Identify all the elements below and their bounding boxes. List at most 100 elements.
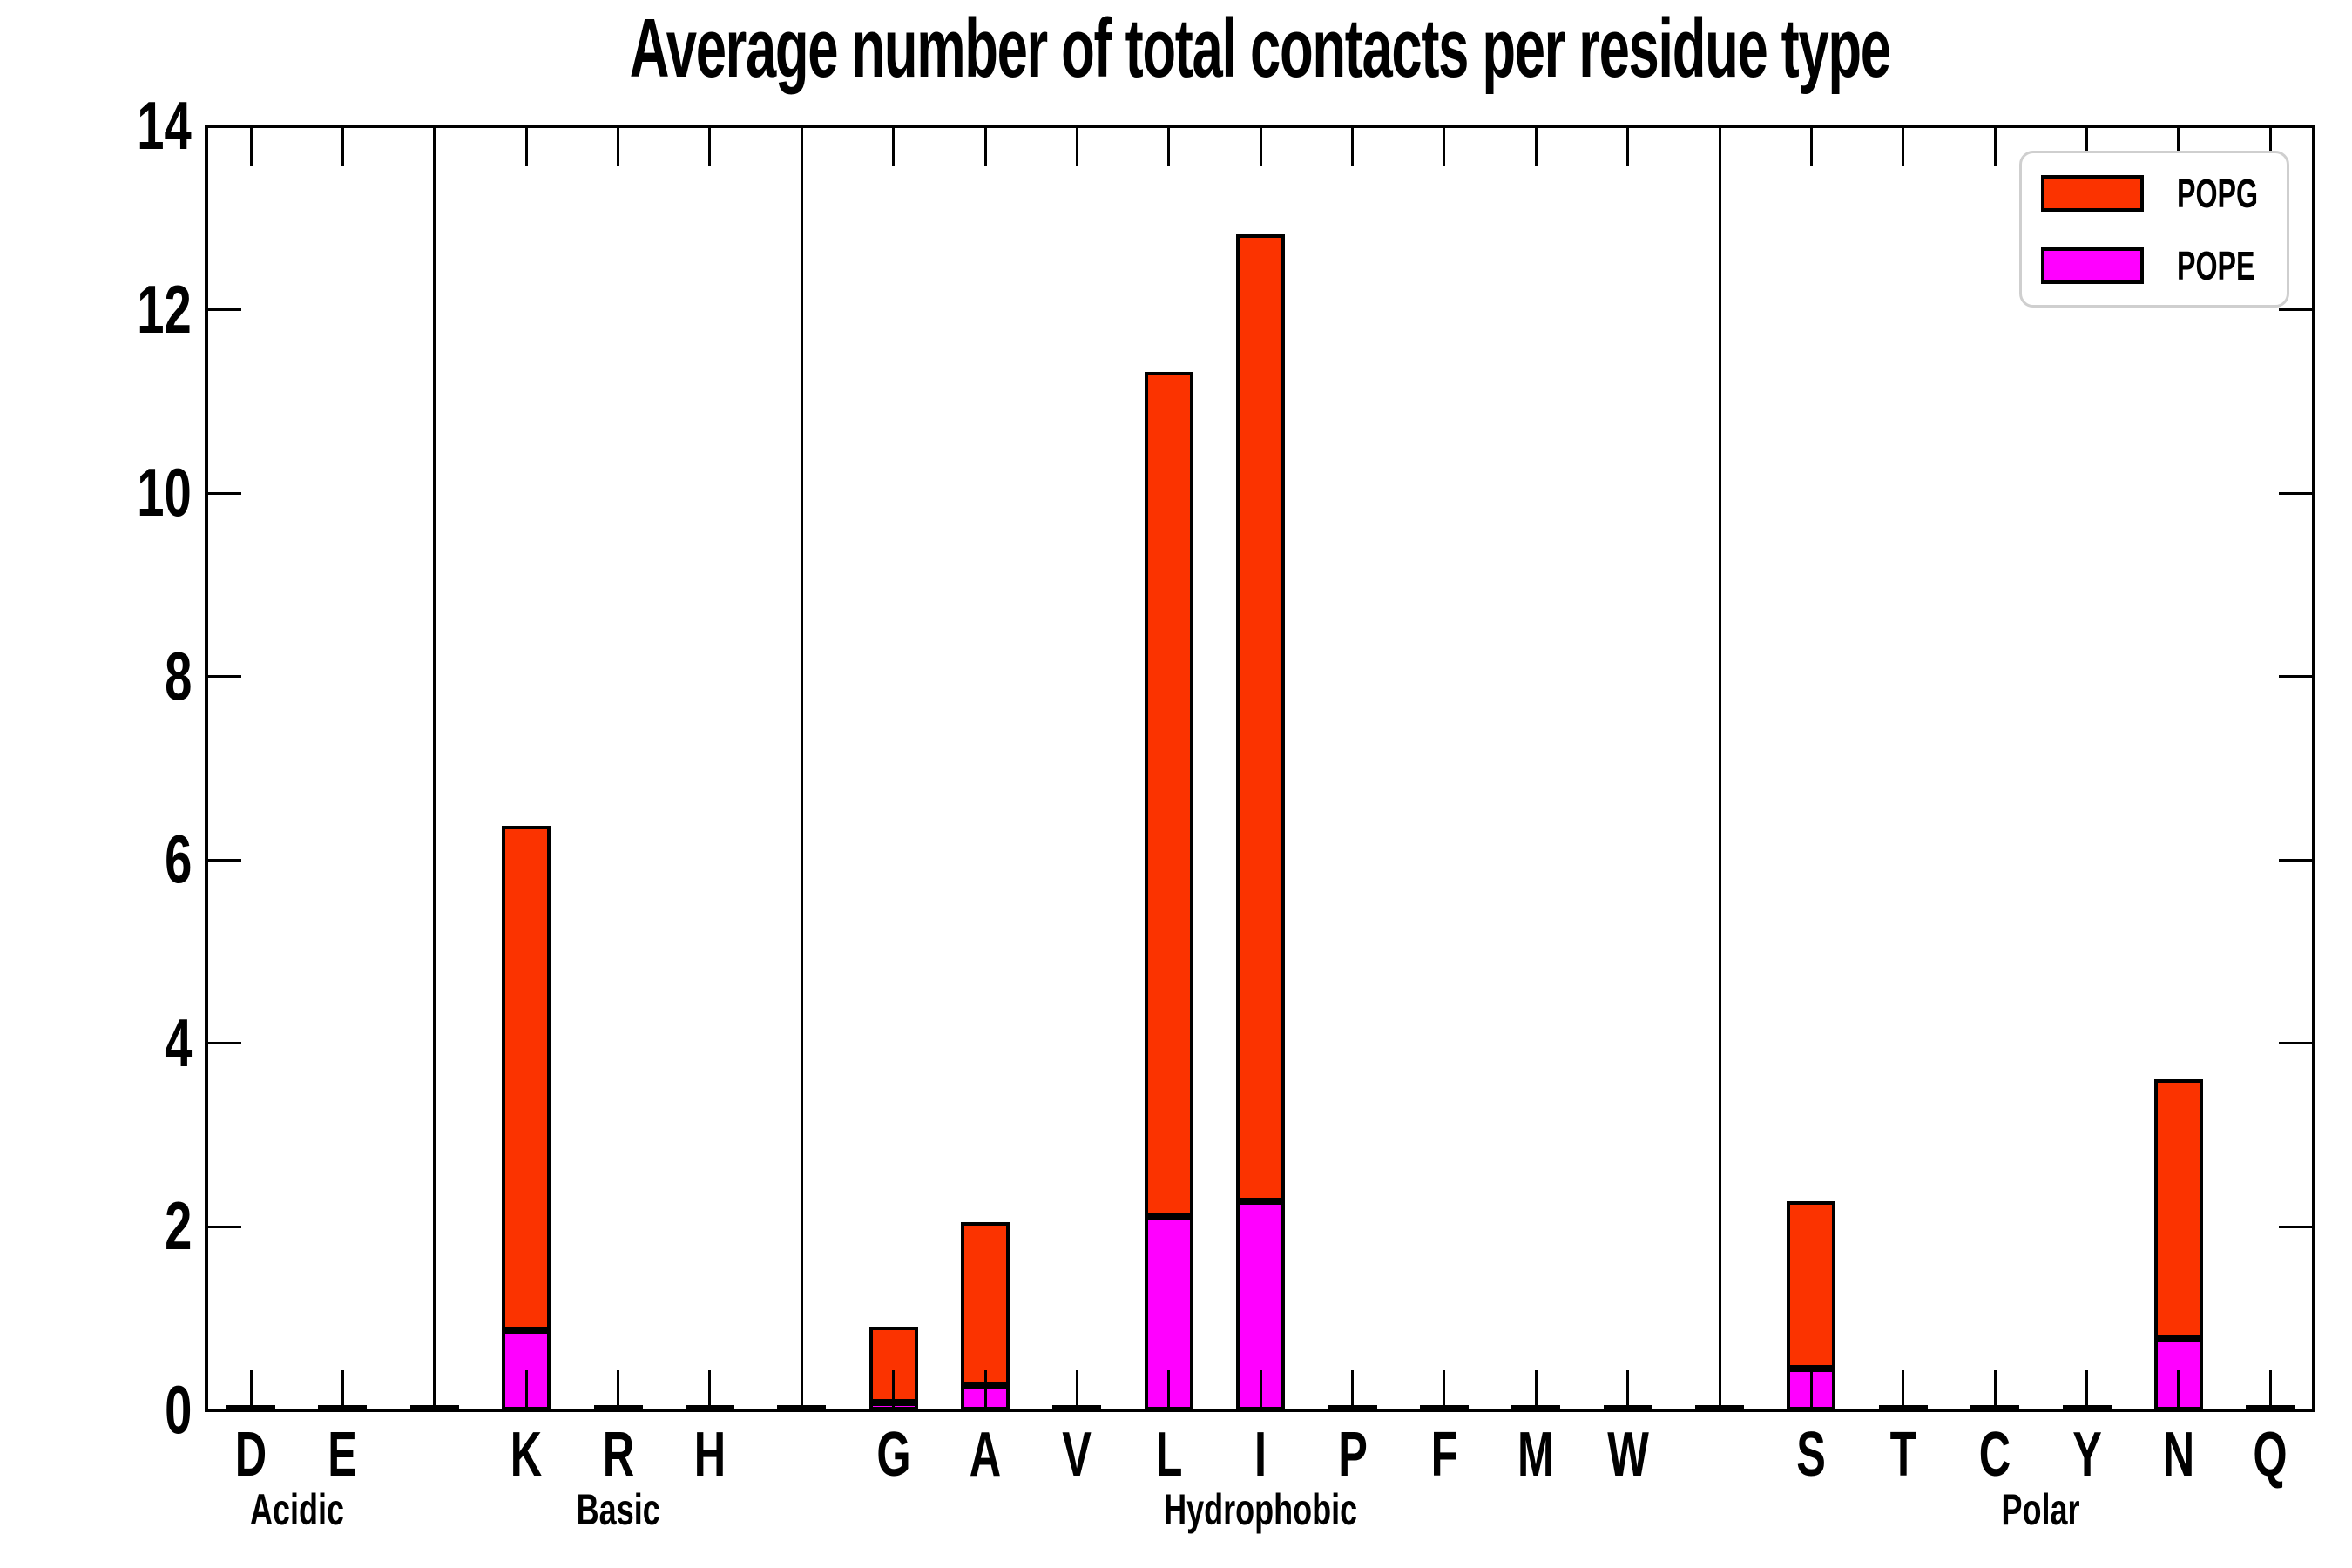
y-tick-left	[206, 1225, 241, 1228]
x-tick-label: F	[1430, 1420, 1458, 1490]
x-tick-label: K	[510, 1420, 543, 1490]
x-tick-top	[2177, 126, 2180, 166]
x-tick-label: L	[1155, 1420, 1183, 1490]
x-tick-bottom	[524, 1370, 528, 1410]
group-label-polar: Polar	[2001, 1485, 2080, 1534]
y-tick-label: 8	[164, 637, 192, 714]
x-tick-bottom	[1075, 1370, 1078, 1410]
x-tick-bottom	[983, 1370, 987, 1410]
y-tick-right	[2279, 491, 2314, 495]
bar-popg-S	[1787, 1201, 1836, 1369]
plot-border-right	[2312, 125, 2315, 1412]
x-tick-label: E	[328, 1420, 358, 1490]
y-tick-right	[2279, 1225, 2314, 1228]
x-tick-top	[1534, 126, 1538, 166]
x-tick-label: R	[602, 1420, 634, 1490]
x-tick-top	[2268, 126, 2272, 166]
plot-border-bottom	[205, 1409, 2315, 1412]
legend-swatch-popg	[2041, 175, 2144, 212]
x-tick-top	[1626, 126, 1630, 166]
x-tick-label: D	[234, 1420, 267, 1490]
group-label-basic: Basic	[576, 1485, 660, 1534]
y-tick-label: 2	[164, 1187, 192, 1265]
y-tick-label: 6	[164, 821, 192, 898]
legend: POPG POPE	[2019, 151, 2289, 308]
x-tick-label: V	[1062, 1420, 1092, 1490]
x-tick-bottom	[1351, 1370, 1355, 1410]
plot-border-top	[205, 125, 2315, 128]
group-label-hydrophobic: Hydrophobic	[1164, 1485, 1358, 1534]
x-tick-top	[1443, 126, 1446, 166]
x-tick-top	[1351, 126, 1355, 166]
x-tick-top	[524, 126, 528, 166]
bar-popg-L	[1144, 372, 1193, 1217]
bar-popg-N	[2153, 1079, 2203, 1339]
x-tick-label: P	[1337, 1420, 1368, 1490]
x-tick-top	[892, 126, 896, 166]
y-tick-right	[2279, 1042, 2314, 1045]
legend-row-pope: POPE	[2022, 243, 2287, 288]
y-tick-left	[206, 491, 241, 495]
x-tick-top	[1167, 126, 1171, 166]
x-tick-bottom	[2177, 1370, 2180, 1410]
y-tick-label: 12	[137, 270, 192, 348]
x-tick-label: I	[1254, 1420, 1267, 1490]
x-tick-bottom	[1534, 1370, 1538, 1410]
x-tick-top	[1993, 126, 1997, 166]
y-tick-left	[206, 675, 241, 679]
group-separator	[1718, 126, 1721, 1410]
y-tick-right	[2279, 858, 2314, 862]
x-tick-label: W	[1606, 1420, 1649, 1490]
x-tick-top	[249, 126, 253, 166]
group-separator	[800, 126, 803, 1410]
x-tick-top	[2085, 126, 2089, 166]
x-tick-label: Y	[2072, 1420, 2102, 1490]
plot-border-left	[205, 125, 208, 1412]
bar-popg-I	[1236, 234, 1286, 1201]
x-tick-label: G	[876, 1420, 911, 1490]
y-tick-label: 4	[164, 1004, 192, 1081]
legend-label-pope: POPE	[2177, 243, 2255, 288]
group-label-acidic: Acidic	[249, 1485, 344, 1534]
x-tick-label: M	[1517, 1420, 1555, 1490]
x-tick-bottom	[341, 1370, 344, 1410]
x-tick-top	[617, 126, 620, 166]
x-tick-top	[1075, 126, 1078, 166]
x-tick-bottom	[1626, 1370, 1630, 1410]
x-tick-bottom	[892, 1370, 896, 1410]
x-tick-bottom	[249, 1370, 253, 1410]
y-tick-label: 14	[137, 87, 192, 164]
legend-label-popg: POPG	[2177, 171, 2259, 216]
x-tick-bottom	[1443, 1370, 1446, 1410]
x-tick-label: N	[2162, 1420, 2195, 1490]
x-tick-bottom	[2268, 1370, 2272, 1410]
y-tick-label: 10	[137, 454, 192, 531]
x-tick-bottom	[1993, 1370, 1997, 1410]
legend-row-popg: POPG	[2022, 173, 2287, 213]
group-separator	[433, 126, 436, 1410]
x-tick-label: S	[1796, 1420, 1827, 1490]
x-tick-top	[708, 126, 712, 166]
x-tick-top	[1809, 126, 1813, 166]
x-tick-bottom	[617, 1370, 620, 1410]
x-tick-label: A	[969, 1420, 1002, 1490]
bar-popg-A	[961, 1222, 1010, 1386]
y-tick-left	[206, 308, 241, 312]
y-tick-right	[2279, 675, 2314, 679]
x-tick-bottom	[1259, 1370, 1262, 1410]
x-tick-bottom	[2085, 1370, 2089, 1410]
bar-popg-K	[502, 826, 551, 1330]
x-tick-bottom	[1167, 1370, 1171, 1410]
x-tick-top	[983, 126, 987, 166]
x-tick-top	[1259, 126, 1262, 166]
zero-bar	[1695, 1405, 1745, 1411]
y-tick-left	[206, 1042, 241, 1045]
x-tick-label: H	[693, 1420, 727, 1490]
x-tick-top	[1902, 126, 1905, 166]
zero-bar	[777, 1405, 827, 1411]
x-tick-bottom	[1809, 1370, 1813, 1410]
zero-bar	[409, 1405, 459, 1411]
x-tick-bottom	[708, 1370, 712, 1410]
legend-swatch-pope	[2041, 247, 2144, 284]
